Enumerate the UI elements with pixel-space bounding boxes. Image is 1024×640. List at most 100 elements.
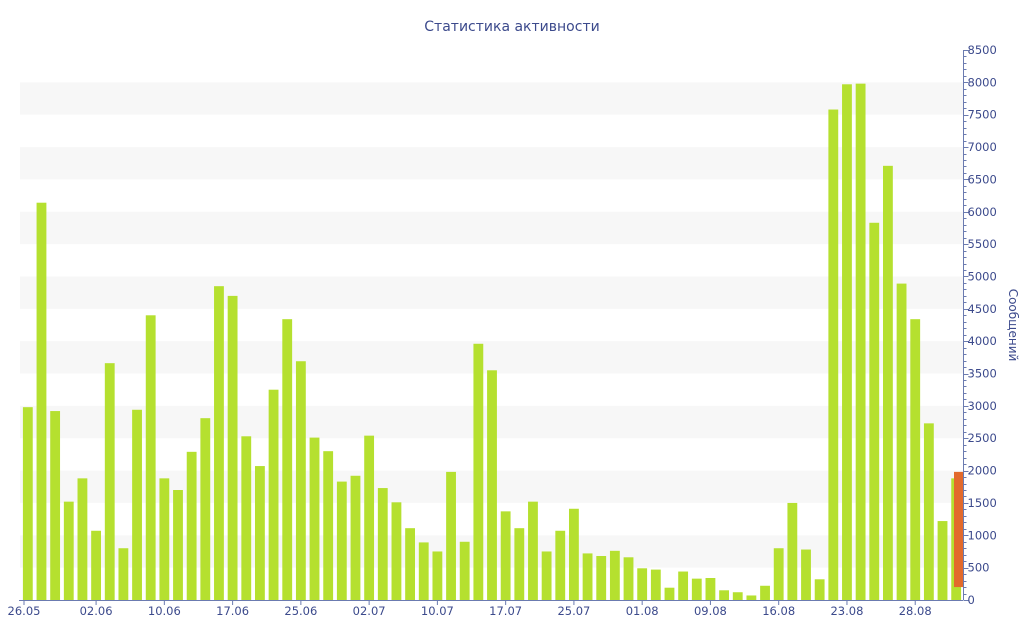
bar <box>350 475 361 600</box>
bar <box>22 407 33 600</box>
bar <box>609 550 620 600</box>
y-tick-label: 7000 <box>968 140 997 154</box>
y-tick-label: 500 <box>968 561 990 575</box>
x-tick-label: 01.08 <box>626 604 659 618</box>
bar <box>418 542 429 600</box>
y-tick-label: 5500 <box>968 237 997 251</box>
bar <box>623 557 634 600</box>
bar <box>787 502 798 600</box>
bar <box>487 370 497 600</box>
bar <box>732 592 743 600</box>
bar <box>801 549 811 600</box>
bar <box>186 451 197 600</box>
bar <box>145 315 156 600</box>
bar <box>473 343 484 600</box>
x-tick-label: 16.08 <box>762 604 795 618</box>
bar <box>241 436 252 600</box>
bar <box>500 511 511 600</box>
y-tick-label: 2000 <box>968 464 997 478</box>
bar <box>50 411 61 600</box>
bar <box>323 451 334 600</box>
bar <box>514 528 525 600</box>
bar <box>869 222 880 600</box>
x-axis: 26.05 02.06 10.06 17.06 25.06 02.07 10.07 17.07… <box>8 600 963 618</box>
bar <box>295 361 306 600</box>
bar <box>882 165 893 600</box>
bar <box>691 578 702 600</box>
current-period-bar <box>954 471 963 588</box>
bar <box>855 83 866 601</box>
bar <box>814 579 825 600</box>
grid-bands <box>20 82 963 568</box>
bar <box>555 530 566 600</box>
bar <box>132 409 142 600</box>
bar <box>173 490 183 600</box>
bar <box>214 286 224 600</box>
bar <box>637 568 648 600</box>
bar <box>459 541 470 600</box>
bar <box>596 556 607 600</box>
y-tick-label: 2500 <box>968 431 997 445</box>
bar <box>159 478 170 600</box>
bar <box>405 528 416 600</box>
bar <box>446 471 456 600</box>
y-tick-label: 4000 <box>968 334 997 348</box>
x-tick-label: 17.06 <box>216 604 249 618</box>
bar <box>254 466 265 600</box>
bar <box>432 551 443 600</box>
bar <box>541 551 552 600</box>
x-tick-label: 10.07 <box>421 604 454 618</box>
y-axis: 0 500 1000 1500 2000 2500 3000 3500 4000 4500 5000… <box>963 43 997 607</box>
bar <box>336 481 347 600</box>
bar <box>377 488 388 600</box>
y-tick-label: 6500 <box>968 172 997 186</box>
bar <box>391 502 402 600</box>
bar <box>842 84 852 600</box>
bar <box>664 587 675 600</box>
grid-band <box>20 211 963 245</box>
bar-group <box>22 83 963 601</box>
bar <box>63 501 74 600</box>
y-axis-label: Сообщений <box>1006 289 1020 362</box>
x-tick-label: 02.07 <box>353 604 386 618</box>
y-tick-label: 3000 <box>968 399 997 413</box>
bar <box>705 578 716 600</box>
bar <box>760 585 770 600</box>
x-tick-label: 25.07 <box>557 604 590 618</box>
bar <box>923 423 934 600</box>
grid-band <box>20 276 963 309</box>
y-tick-label: 6000 <box>968 205 997 219</box>
bar <box>36 202 47 601</box>
bar <box>896 283 907 600</box>
x-tick-label: 17.07 <box>489 604 522 618</box>
bar <box>118 548 129 600</box>
bar <box>582 553 593 600</box>
y-tick-label: 0 <box>968 593 975 607</box>
bar <box>773 548 784 600</box>
y-tick-label: 4500 <box>968 302 997 316</box>
bar <box>104 363 115 600</box>
bar <box>719 590 730 600</box>
bar <box>910 319 921 600</box>
bar <box>650 569 661 600</box>
bar <box>91 530 102 600</box>
y-tick-label: 1000 <box>968 528 997 542</box>
bar <box>746 595 757 600</box>
x-tick-label: 25.06 <box>284 604 317 618</box>
y-tick-label: 3500 <box>968 367 997 381</box>
grid-band <box>20 82 963 115</box>
bar <box>309 437 320 600</box>
x-tick-label: 09.08 <box>694 604 727 618</box>
bar <box>77 478 88 600</box>
x-tick-label: 28.08 <box>899 604 932 618</box>
grid-band <box>20 147 963 180</box>
bar <box>828 109 839 600</box>
y-tick-label: 8000 <box>968 75 997 89</box>
grid-band <box>20 341 963 374</box>
bar <box>937 521 948 600</box>
bar <box>678 571 689 600</box>
x-tick-label: 23.08 <box>830 604 863 618</box>
bar <box>200 418 211 600</box>
y-tick-label: 5000 <box>968 269 997 283</box>
